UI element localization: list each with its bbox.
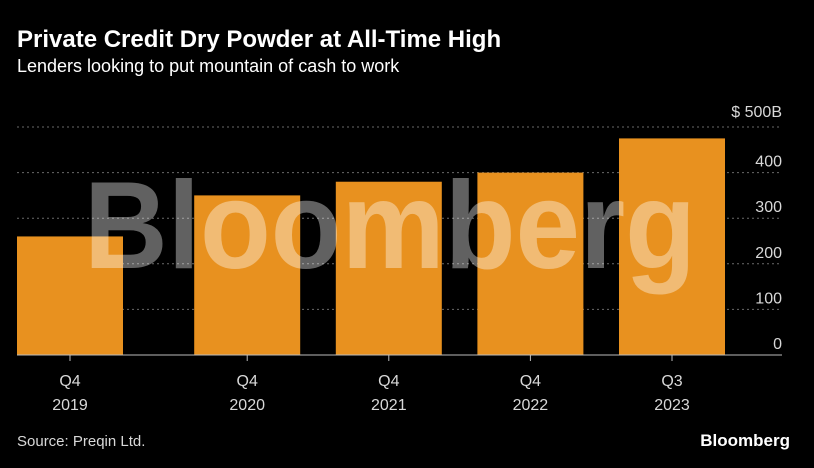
chart-subtitle: Lenders looking to put mountain of cash …	[17, 56, 400, 76]
y-tick-labels: 0 100 200 300 400 $ 500B	[731, 104, 782, 353]
y-tick-label-200: 200	[755, 245, 782, 262]
x-tick-label-0-1: 2019	[52, 397, 88, 414]
bloomberg-logo: Bloomberg	[700, 431, 790, 450]
y-tick-label-0: 0	[773, 336, 782, 353]
x-tick-label-4-1: 2023	[654, 397, 690, 414]
x-tick-label-1-0: Q4	[237, 373, 258, 390]
x-tick-label-3-0: Q4	[520, 373, 541, 390]
source-note: Source: Preqin Ltd.	[17, 433, 146, 450]
bar-q4-2022	[477, 172, 584, 355]
x-tick-label-2-0: Q4	[378, 373, 399, 390]
y-tick-label-300: 300	[755, 199, 782, 216]
bar-q4-2021	[335, 181, 442, 355]
bar-q3-2023	[619, 138, 725, 355]
bloomberg-watermark: Bloomberg	[84, 157, 696, 295]
y-tick-label-400: 400	[755, 154, 782, 171]
x-tick-label-4-0: Q3	[661, 373, 682, 390]
x-tick-label-1-1: 2020	[229, 397, 265, 414]
y-tick-label-500: $ 500B	[731, 104, 782, 121]
chart-title: Private Credit Dry Powder at All-Time Hi…	[17, 26, 502, 53]
x-tick-label-0-0: Q4	[59, 373, 80, 390]
y-tick-label-100: 100	[755, 290, 782, 307]
x-tick-label-3-1: 2022	[513, 397, 549, 414]
bars-layer	[17, 138, 725, 355]
x-tick-label-2-1: 2021	[371, 397, 407, 414]
x-tick-labels: Q4 2019 Q4 2020 Q4 2021 Q4 2022 Q3 2023	[52, 373, 690, 414]
bar-q4-2019	[17, 236, 123, 355]
bar-q4-2020	[194, 195, 301, 355]
watermark-layer: Bloomberg	[84, 157, 696, 295]
axis-layer	[17, 354, 782, 361]
